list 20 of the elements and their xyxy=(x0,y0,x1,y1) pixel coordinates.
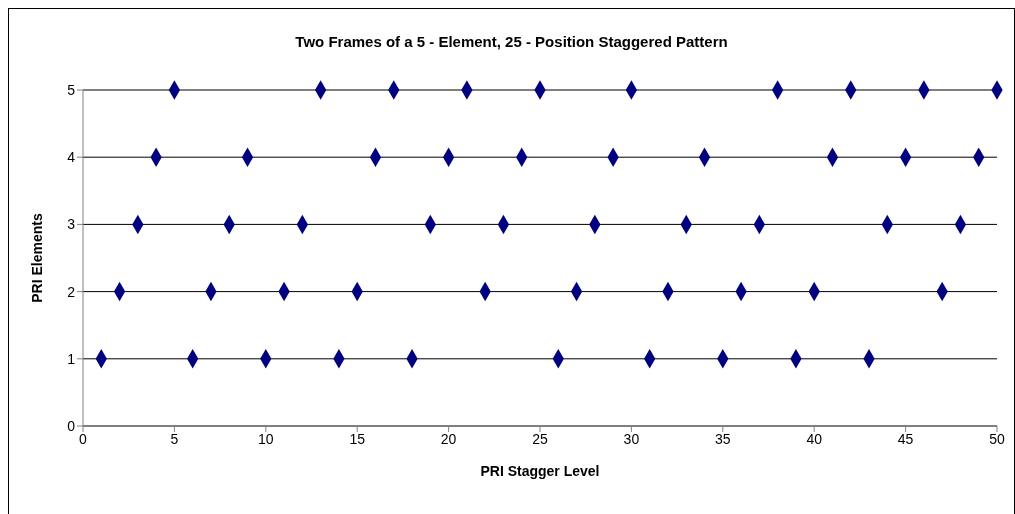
y-tick-label: 1 xyxy=(67,350,76,367)
x-tick-label: 10 xyxy=(258,430,274,447)
x-tick-label: 5 xyxy=(170,430,179,447)
y-tick-label: 0 xyxy=(67,417,76,434)
chart-title: Two Frames of a 5 - Element, 25 - Position Staggered Pattern xyxy=(294,33,729,50)
y-tick-label: 2 xyxy=(67,283,76,300)
x-tick-label: 45 xyxy=(897,430,914,447)
x-tick-label: 30 xyxy=(623,430,640,447)
x-tick-label: 40 xyxy=(806,430,823,447)
y-tick-label: 3 xyxy=(67,216,76,233)
x-tick-label: 15 xyxy=(349,430,366,447)
x-tick-label: 25 xyxy=(532,430,548,447)
x-axis-title: PRI Stagger Level xyxy=(480,463,600,479)
x-tick-label: 35 xyxy=(715,430,731,447)
y-tick-label: 4 xyxy=(67,149,76,166)
y-tick-label: 5 xyxy=(67,81,76,98)
y-axis-title: PRI Elements xyxy=(28,213,45,303)
x-tick-label: 0 xyxy=(79,430,88,447)
x-tick-label: 50 xyxy=(989,430,1005,447)
x-tick-label: 20 xyxy=(440,430,457,447)
